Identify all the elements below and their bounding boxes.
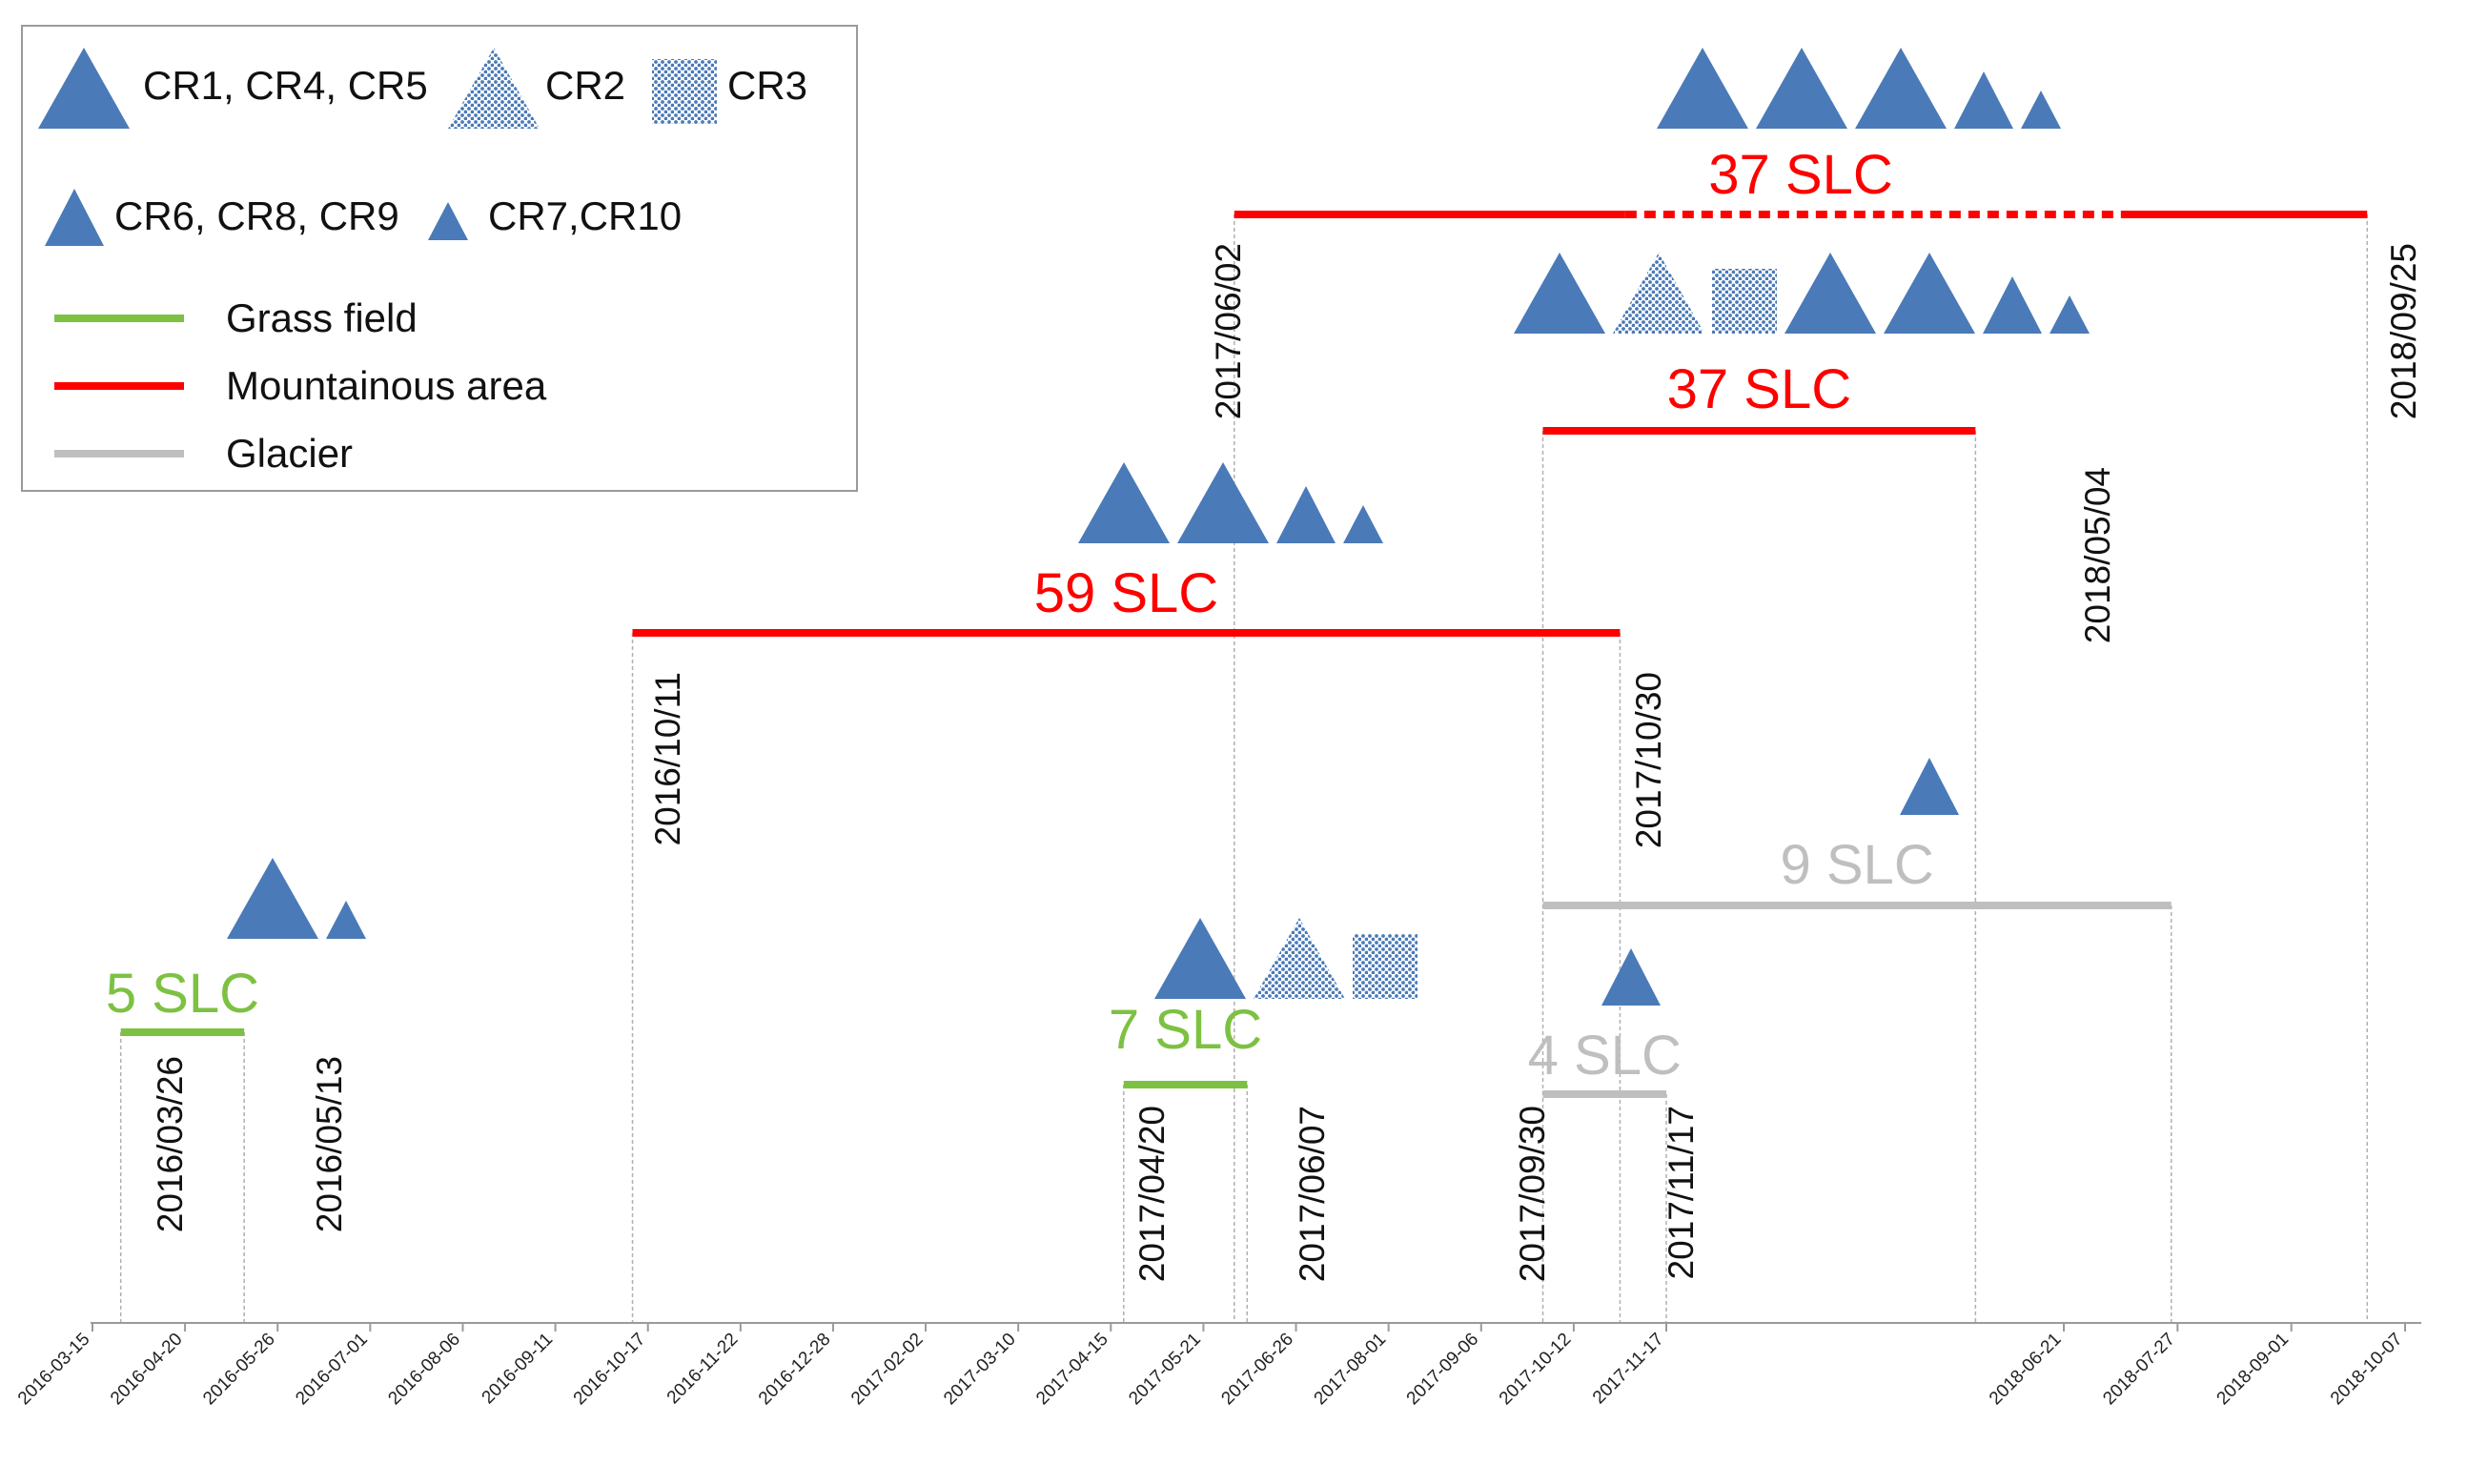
x-tick-label: 2017-09-06 <box>1403 1330 1483 1410</box>
legend-label: Glacier <box>226 431 353 476</box>
x-tick-label: 2017-02-02 <box>847 1330 928 1410</box>
x-tick-label: 2018-09-01 <box>2213 1330 2294 1410</box>
cr-marker-triangle-dotted <box>1613 253 1704 334</box>
cr-marker-triangle-small <box>2050 295 2090 334</box>
x-tick-label: 2016-10-17 <box>570 1330 650 1410</box>
date-label: 2017/11/17 <box>1662 1106 1701 1279</box>
date-label: 2017/06/07 <box>1293 1106 1332 1282</box>
slc-count-label: 59 SLC <box>1034 562 1218 624</box>
cr-marker-triangle-large <box>1657 48 1748 129</box>
legend-marker-cr7-cr10 <box>428 202 468 240</box>
legend-label: CR3 <box>727 63 807 108</box>
date-label: 2016/05/13 <box>310 1056 349 1232</box>
x-tick-label: 2016-09-11 <box>479 1330 558 1409</box>
legend-label: CR7,CR10 <box>488 193 682 238</box>
legend-marker-cr3 <box>652 59 717 124</box>
x-tick-label: 2018-06-21 <box>1986 1330 2066 1410</box>
cr-marker-triangle-large <box>1785 253 1876 334</box>
x-tick-label: 2016-04-20 <box>107 1330 187 1410</box>
date-label: 2017/04/20 <box>1132 1106 1172 1282</box>
legend-label: CR2 <box>545 63 625 108</box>
x-tick-label: 2017-08-01 <box>1311 1330 1391 1410</box>
x-tick-label: 2017-11-17 <box>1589 1330 1668 1409</box>
cr-marker-triangle-large <box>1855 48 1947 129</box>
cr-marker-triangle-large <box>1514 253 1605 334</box>
cr-marker-square-dotted <box>1712 269 1777 334</box>
cr-marker-triangle-medium <box>1900 758 1959 815</box>
cr-marker-triangle-large <box>1154 918 1246 999</box>
legend-marker-cr6-cr8-cr9 <box>45 189 104 246</box>
legend-label: CR6, CR8, CR9 <box>114 193 399 238</box>
x-tick-label: 2016-11-22 <box>663 1330 743 1409</box>
x-tick-label: 2018-10-07 <box>2327 1330 2407 1410</box>
cr-marker-triangle-large <box>1078 462 1170 543</box>
date-label: 2016/03/26 <box>151 1056 190 1232</box>
cr-marker-triangle-large <box>1177 462 1269 543</box>
x-tick-label: 2017-06-26 <box>1217 1330 1297 1410</box>
legend-marker-cr1-cr4-cr5 <box>38 48 130 129</box>
cr-marker-triangle-dotted <box>1254 918 1345 999</box>
x-tick-label: 2016-03-15 <box>14 1330 94 1410</box>
slc-count-label: 4 SLC <box>1528 1025 1682 1087</box>
cr-marker-triangle-small <box>326 901 366 939</box>
legend-box <box>21 25 858 492</box>
cr-marker-triangle-medium <box>1983 276 2042 334</box>
x-tick-label: 2016-05-26 <box>199 1330 279 1410</box>
legend-label: CR1, CR4, CR5 <box>143 63 428 108</box>
date-label: 2016/10/11 <box>648 672 687 845</box>
legend-label: Grass field <box>226 295 418 340</box>
cr-marker-triangle-medium <box>1276 486 1336 543</box>
date-label: 2017/06/02 <box>1209 243 1248 419</box>
cr-marker-triangle-medium <box>1954 71 2013 129</box>
date-label: 2017/10/30 <box>1629 672 1668 848</box>
x-tick-label: 2017-10-12 <box>1496 1330 1576 1410</box>
date-label: 2017/09/30 <box>1513 1106 1552 1282</box>
cr-marker-triangle-large <box>1756 48 1847 129</box>
x-tick-label: 2018-07-27 <box>2099 1330 2179 1410</box>
slc-count-label: 37 SLC <box>1667 358 1851 420</box>
x-tick-label: 2016-07-01 <box>292 1330 372 1410</box>
slc-count-label: 7 SLC <box>1109 999 1262 1061</box>
legend-marker-cr2 <box>448 48 540 129</box>
cr-marker-triangle-medium <box>1601 948 1661 1006</box>
slc-count-label: 37 SLC <box>1708 144 1892 206</box>
slc-count-label: 9 SLC <box>1781 834 1934 896</box>
x-tick-label: 2017-04-15 <box>1032 1330 1112 1410</box>
cr-marker-triangle-large <box>227 858 318 939</box>
legend-label: Mountainous area <box>226 363 547 408</box>
x-tick-label: 2016-12-28 <box>755 1330 835 1410</box>
x-tick-label: 2017-03-10 <box>940 1330 1020 1410</box>
cr-marker-triangle-small <box>1343 505 1383 543</box>
slc-count-label: 5 SLC <box>106 963 259 1025</box>
x-tick-label: 2016-08-06 <box>384 1330 464 1410</box>
x-tick-label: 2017-05-21 <box>1125 1330 1205 1410</box>
cr-marker-square-dotted <box>1353 934 1418 999</box>
cr-marker-triangle-large <box>1884 253 1975 334</box>
cr-marker-triangle-small <box>2021 91 2061 129</box>
date-label: 2018/05/04 <box>2078 467 2117 643</box>
date-label: 2018/09/25 <box>2384 243 2423 419</box>
